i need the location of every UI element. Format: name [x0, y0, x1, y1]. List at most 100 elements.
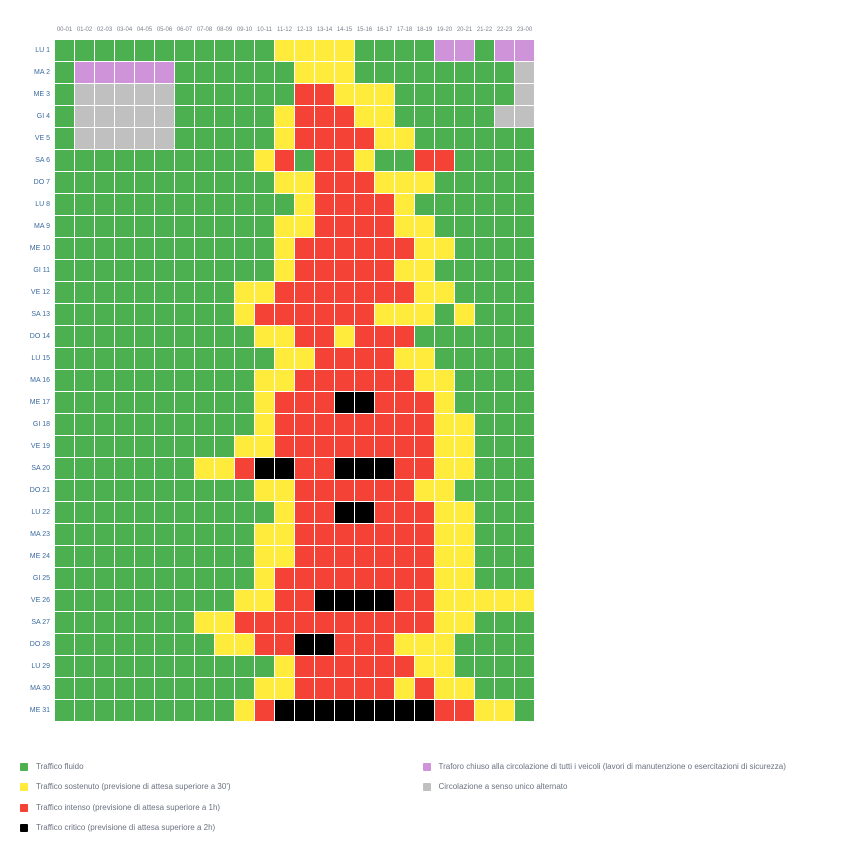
heatmap-cell [95, 524, 114, 545]
heatmap-cell [475, 216, 494, 237]
heatmap-cell [495, 326, 514, 347]
heatmap-cell [375, 590, 394, 611]
hour-header: 04-05 [135, 21, 154, 39]
heatmap-cell [95, 480, 114, 501]
heatmap-cell [95, 612, 114, 633]
heatmap-cell [375, 370, 394, 391]
heatmap-cell [55, 568, 74, 589]
heatmap-cell [475, 106, 494, 127]
day-label: DO 21 [21, 480, 54, 501]
heatmap-cell [235, 634, 254, 655]
day-label: DO 28 [21, 634, 54, 655]
heatmap-cell [255, 678, 274, 699]
heatmap-cell [375, 194, 394, 215]
heatmap-cell [135, 106, 154, 127]
heatmap-cell [415, 128, 434, 149]
heatmap-cell [115, 150, 134, 171]
heatmap-cell [55, 590, 74, 611]
heatmap-cell [155, 612, 174, 633]
heatmap-cell [375, 348, 394, 369]
heatmap-cell [175, 150, 194, 171]
heatmap-cell [215, 436, 234, 457]
heatmap-cell [295, 348, 314, 369]
heatmap-cell [375, 656, 394, 677]
heatmap-cell [455, 84, 474, 105]
heatmap-cell [195, 216, 214, 237]
day-label: GI 25 [21, 568, 54, 589]
heatmap-cell [475, 590, 494, 611]
heatmap-cell [435, 700, 454, 721]
heatmap-cell [275, 436, 294, 457]
heatmap-cell [95, 62, 114, 83]
heatmap-cell [375, 172, 394, 193]
heatmap-cell [435, 106, 454, 127]
heatmap-cell [195, 304, 214, 325]
heatmap-cell [335, 84, 354, 105]
heatmap-cell [375, 414, 394, 435]
heatmap-cell [135, 700, 154, 721]
heatmap-cell [335, 678, 354, 699]
heatmap-cell [215, 392, 234, 413]
heatmap-cell [355, 84, 374, 105]
heatmap-cell [275, 656, 294, 677]
heatmap-cell [355, 590, 374, 611]
heatmap-cell [115, 634, 134, 655]
heatmap-cell [155, 40, 174, 61]
heatmap-cell [215, 612, 234, 633]
legend-item: Traffico fluido [20, 762, 403, 772]
heatmap-cell [475, 678, 494, 699]
heatmap-cell [155, 436, 174, 457]
heatmap-cell [495, 524, 514, 545]
heatmap-cell [375, 568, 394, 589]
heatmap-cell [495, 700, 514, 721]
heatmap-cell [415, 348, 434, 369]
heatmap-cell [235, 392, 254, 413]
heatmap-cell [95, 238, 114, 259]
heatmap-cell [335, 260, 354, 281]
heatmap-cell [115, 524, 134, 545]
heatmap-cell [255, 150, 274, 171]
heatmap-cell [455, 612, 474, 633]
heatmap-cell [275, 480, 294, 501]
heatmap-cell [135, 194, 154, 215]
heatmap-cell [235, 260, 254, 281]
heatmap-cell [295, 172, 314, 193]
day-label: MA 23 [21, 524, 54, 545]
heatmap-cell [335, 40, 354, 61]
heatmap-cell [195, 260, 214, 281]
day-label: VE 19 [21, 436, 54, 457]
heatmap-cell [195, 40, 214, 61]
heatmap-cell [495, 260, 514, 281]
heatmap-cell [55, 172, 74, 193]
heatmap-cell [195, 590, 214, 611]
heatmap-cell [295, 524, 314, 545]
heatmap-cell [215, 370, 234, 391]
heatmap-cell [355, 194, 374, 215]
heatmap-cell [515, 568, 534, 589]
heatmap-cell [175, 414, 194, 435]
heatmap-cell [375, 62, 394, 83]
heatmap-cell [315, 568, 334, 589]
heatmap-cell [375, 700, 394, 721]
heatmap-cell [235, 62, 254, 83]
heatmap-cell [435, 370, 454, 391]
heatmap-cell [435, 238, 454, 259]
heatmap-cell [355, 216, 374, 237]
heatmap-cell [155, 590, 174, 611]
heatmap-cell [475, 238, 494, 259]
heatmap-cell [435, 458, 454, 479]
heatmap-cell [335, 458, 354, 479]
hour-header: 12-13 [295, 21, 314, 39]
heatmap-cell [415, 414, 434, 435]
legend-swatch [423, 763, 431, 771]
heatmap-cell [195, 502, 214, 523]
heatmap-cell [475, 326, 494, 347]
heatmap-cell [475, 546, 494, 567]
heatmap-cell [175, 480, 194, 501]
heatmap-cell [175, 348, 194, 369]
heatmap-cell [435, 678, 454, 699]
heatmap-cell [455, 194, 474, 215]
heatmap-cell [175, 194, 194, 215]
heatmap-cell [395, 128, 414, 149]
day-label: VE 12 [21, 282, 54, 303]
